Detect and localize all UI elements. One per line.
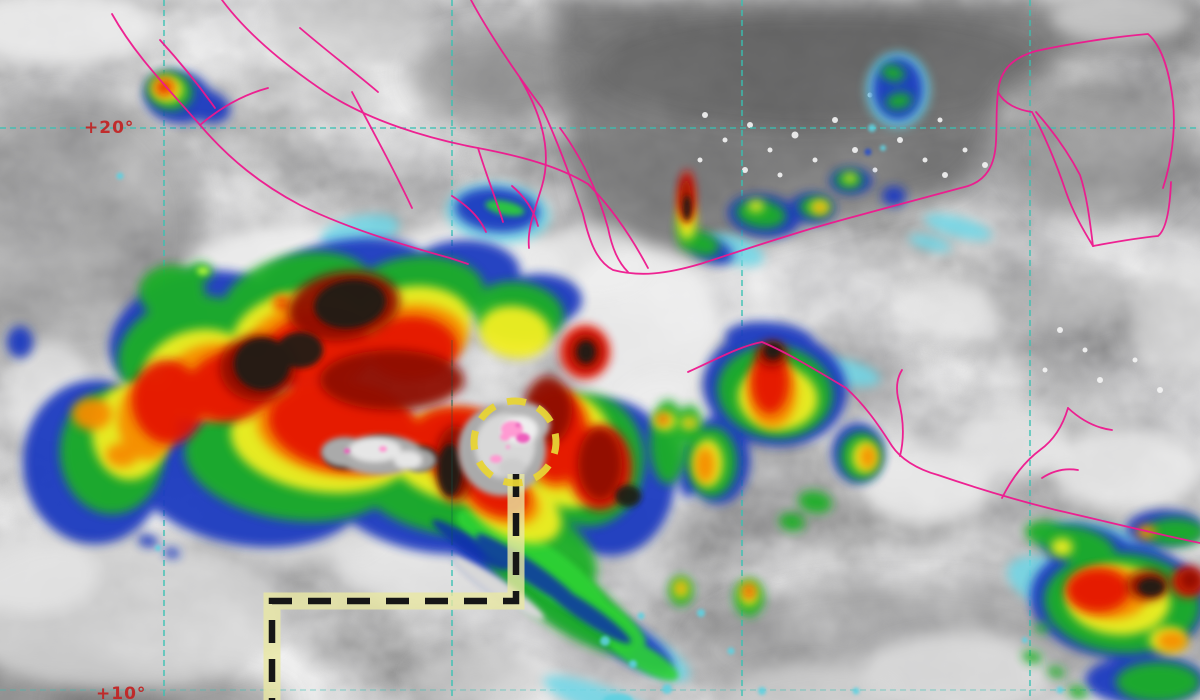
ir-tail-blue-streaks <box>432 519 631 644</box>
forecast-track-line <box>263 474 525 700</box>
track-dashes <box>268 474 520 700</box>
country-borders <box>111 0 1200 544</box>
latitude-label-10: +10° <box>96 684 147 700</box>
ir-pink-speckles <box>344 421 530 463</box>
ir-convection-overlay <box>7 52 1200 700</box>
storm-center-circle <box>470 397 560 487</box>
latitude-label-20: +20° <box>84 118 135 138</box>
scattered-cyan-dots <box>116 124 1064 700</box>
cumulus-speckles <box>697 92 1163 393</box>
